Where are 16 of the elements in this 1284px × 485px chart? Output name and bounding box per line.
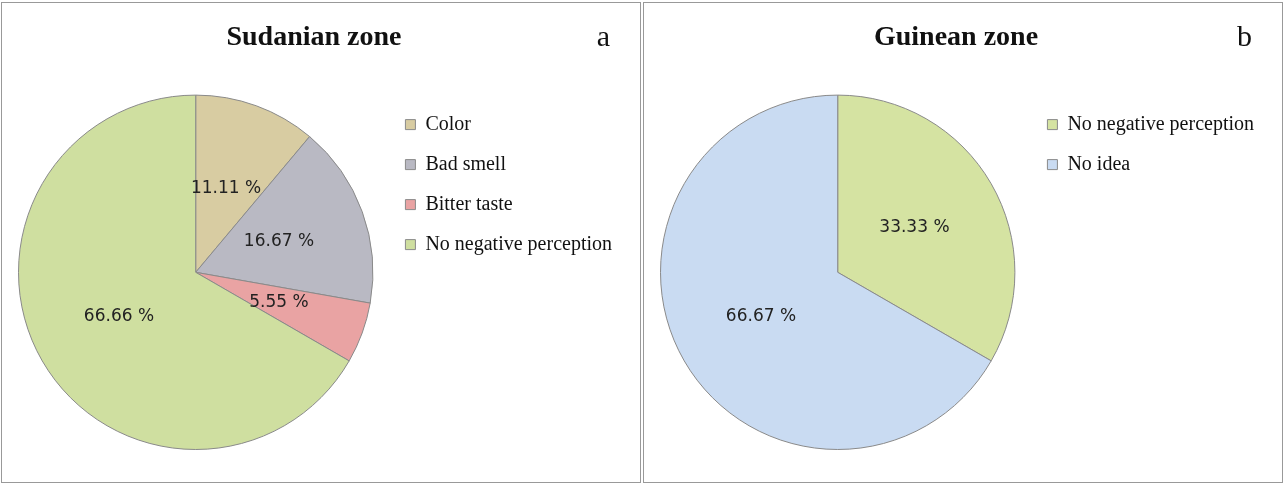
data-label: 33.33 % [879,216,950,237]
data-label: 66.67 % [725,305,797,326]
legend-label: No idea [1067,151,1131,174]
chart-title: Guinean zone [873,20,1039,52]
legend-label: Bitter taste [425,191,513,214]
legend-label: Bad smell [425,151,507,174]
legend-label: No negative perception [1067,111,1254,135]
legend-label: No negative perception [425,231,612,255]
data-label: 11.11 % [190,177,262,198]
text: b [1237,18,1252,52]
data-label: 16.67 % [243,230,315,251]
legend-label: Color [425,111,472,134]
text: a [596,18,610,52]
data-label: 5.55 % [249,291,309,312]
data-label: 66.66 % [83,305,155,326]
chart-title: Sudanian zone [226,20,402,52]
